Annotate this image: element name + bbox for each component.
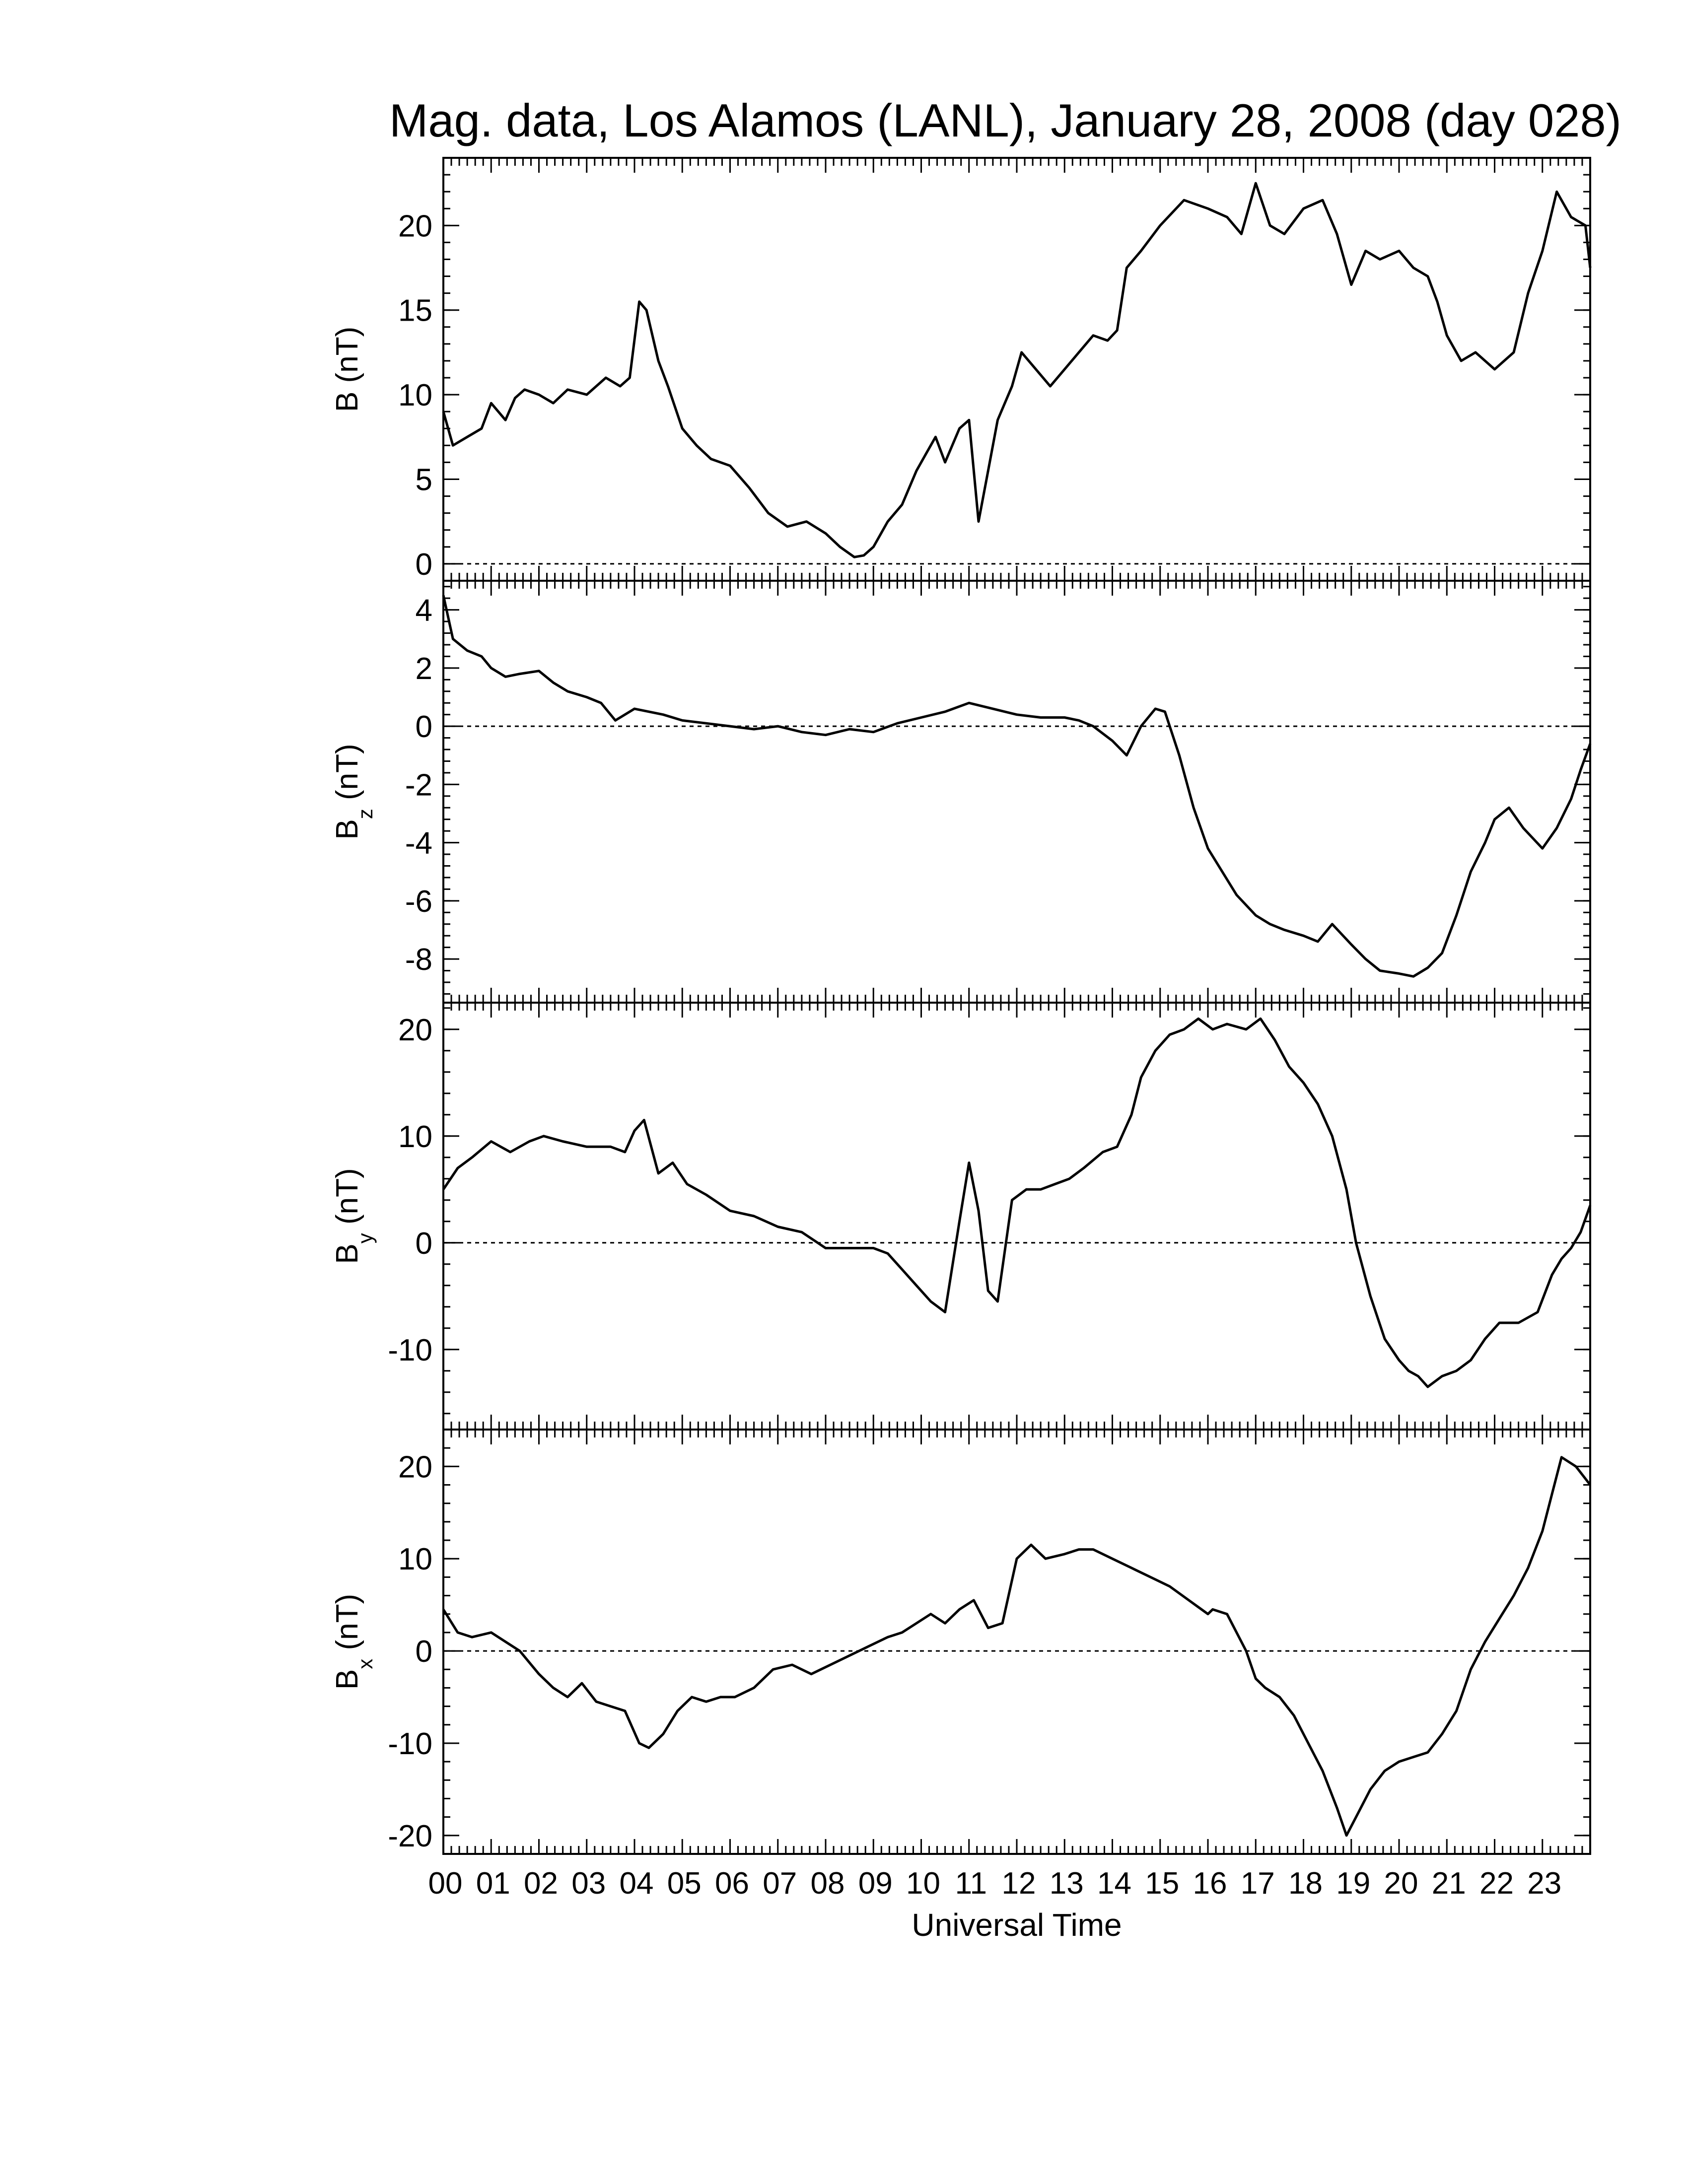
x-tick-label: 09 (858, 1866, 893, 1901)
x-tick-label: 12 (1002, 1866, 1036, 1901)
y-axis-label-subscript: y (353, 1233, 377, 1243)
x-tick-label: 11 (955, 1866, 987, 1901)
x-tick-label: 22 (1479, 1866, 1514, 1901)
y-axis-label-by: By (nT) (330, 1168, 377, 1264)
y-tick-label: 0 (416, 547, 432, 582)
y-tick-label: -2 (405, 768, 432, 802)
panel-b-total: 0 5 10 15 20 B (nT) (330, 157, 1592, 582)
y-axis-bz: -8 -6 -4 -2 0 2 4 (405, 586, 1590, 995)
x-tick-label: 08 (811, 1866, 845, 1901)
x-tick-label: 19 (1336, 1866, 1370, 1901)
y-tick-label: -10 (388, 1727, 432, 1761)
y-axis-label-bz: Bz (nT) (330, 744, 377, 839)
y-axis-label-text: Bx (nT) (330, 1594, 377, 1690)
series-line-bx (442, 1456, 1591, 1837)
y-tick-label: -20 (388, 1819, 432, 1853)
y-axis-label-b-total: B (nT) (330, 327, 364, 412)
x-ticks-by (442, 1003, 1591, 1430)
x-tick-label: 17 (1241, 1866, 1275, 1901)
y-axis-by: -10 0 10 20 (388, 1007, 1590, 1415)
x-ticks-b-total (442, 158, 1591, 581)
x-tick-label: 14 (1097, 1866, 1131, 1901)
y-tick-label: -10 (388, 1333, 432, 1367)
y-tick-label: 10 (398, 1542, 432, 1576)
x-tick-label: 03 (571, 1866, 606, 1901)
x-tick-label: 07 (763, 1866, 797, 1901)
y-axis-label-main: B (330, 1669, 364, 1690)
x-tick-label: 04 (620, 1866, 654, 1901)
y-tick-label: -8 (405, 943, 432, 977)
y-tick-label: 20 (398, 1450, 432, 1484)
x-tick-label: 00 (428, 1866, 463, 1901)
y-axis-label-unit: (nT) (330, 1594, 364, 1659)
y-axis-label-subscript: x (353, 1659, 377, 1669)
y-tick-label: 10 (398, 1120, 432, 1154)
x-tick-label: 05 (667, 1866, 702, 1901)
x-tick-label: 06 (715, 1866, 749, 1901)
plot-frame-bz (442, 580, 1591, 1004)
y-axis-label-subscript: z (353, 809, 377, 819)
y-axis-label-main: B (330, 392, 364, 412)
x-tick-label: 21 (1432, 1866, 1466, 1901)
y-tick-label: 15 (398, 294, 432, 328)
y-tick-label: 2 (416, 652, 432, 686)
y-tick-label: 0 (416, 1635, 432, 1669)
y-axis-label-text: By (nT) (330, 1168, 377, 1264)
y-tick-label: 10 (398, 378, 432, 412)
y-axis-bx: -20 -10 0 10 20 (388, 1429, 1590, 1855)
y-axis-label-main: B (330, 1243, 364, 1264)
x-tick-label: 15 (1145, 1866, 1179, 1901)
x-ticks-bz (442, 581, 1591, 1003)
y-tick-label: 20 (398, 1013, 432, 1047)
chart-title: Mag. data, Los Alamos (LANL), January 28… (389, 94, 1621, 146)
plot-frame-by (442, 1002, 1591, 1431)
y-axis-b-total: 0 5 10 15 20 (398, 157, 1590, 582)
y-axis-label-unit: (nT) (330, 1168, 364, 1233)
y-tick-label: 5 (416, 463, 432, 497)
x-tick-labels: 00 01 02 03 04 05 06 07 08 09 10 11 12 13 14 15 16 17 18 19… (428, 1866, 1562, 1901)
plot-frame-bx (442, 1429, 1591, 1855)
x-tick-label: 13 (1050, 1866, 1084, 1901)
panel-bx: -20 -10 0 10 20 Bx (nT) (330, 1429, 1591, 1855)
y-axis-label-unit: (nT) (330, 744, 364, 809)
x-tick-label: 23 (1527, 1866, 1561, 1901)
panel-bz: -8 -6 -4 -2 0 2 4 Bz (nT) (330, 580, 1592, 1004)
panel-by: -10 0 10 20 By (nT) (330, 1002, 1592, 1431)
x-ticks-bx (442, 1430, 1591, 1854)
y-axis-label-text: B (nT) (330, 327, 364, 412)
y-tick-label: -4 (405, 826, 432, 861)
y-tick-label: 0 (416, 1227, 432, 1261)
series-line-by (442, 1017, 1592, 1388)
y-axis-label-unit: (nT) (330, 327, 364, 392)
y-tick-label: 0 (416, 710, 432, 744)
x-tick-label: 18 (1288, 1866, 1323, 1901)
y-tick-label: -6 (405, 885, 432, 919)
y-tick-label: 4 (416, 594, 432, 628)
series-line-bz (442, 595, 1592, 978)
y-axis-label-main: B (330, 819, 364, 839)
x-tick-label: 10 (906, 1866, 940, 1901)
series-line-b-total (442, 182, 1592, 558)
y-axis-label-text: Bz (nT) (330, 744, 377, 839)
x-axis-label: Universal Time (912, 1907, 1122, 1943)
x-tick-label: 16 (1193, 1866, 1227, 1901)
y-axis-label-bx: Bx (nT) (330, 1594, 377, 1690)
y-tick-label: 20 (398, 209, 432, 243)
x-tick-label: 01 (476, 1866, 510, 1901)
x-tick-label: 02 (524, 1866, 558, 1901)
x-tick-label: 20 (1384, 1866, 1418, 1901)
